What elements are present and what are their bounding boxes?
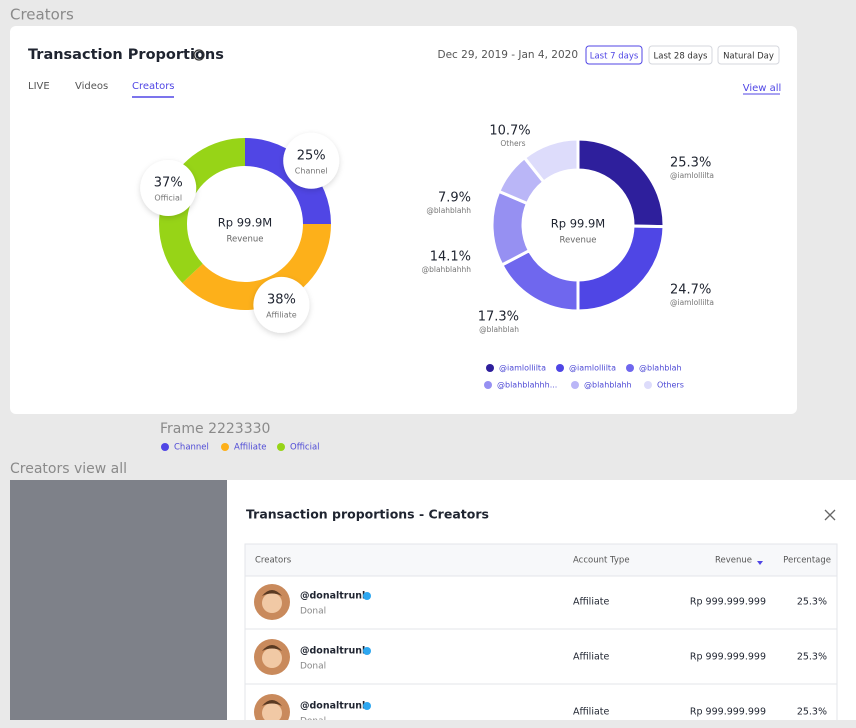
date-button[interactable] xyxy=(585,45,643,65)
creator-name: Donal xyxy=(300,662,326,672)
donut-center-label: Revenue xyxy=(226,235,263,245)
drawer-panel xyxy=(227,480,856,720)
creator-handle: @donaltrunk xyxy=(300,591,369,602)
creator-name: Donal xyxy=(300,717,326,727)
data-label-name: Others xyxy=(500,139,525,148)
date-button-label: Last 28 days xyxy=(654,52,709,62)
donut-center-value: Rp 99.9M xyxy=(218,216,272,230)
donut-segment xyxy=(245,138,331,224)
avatar-face xyxy=(262,648,282,668)
card-title: Transaction Proportions xyxy=(28,47,224,63)
date-button-label: Natural Day xyxy=(723,52,774,62)
data-label: 38% xyxy=(267,292,296,307)
account-type: Affiliate xyxy=(573,652,610,663)
avatar-hair xyxy=(262,590,282,596)
column-header: Account Type xyxy=(573,556,630,566)
legend-swatch xyxy=(221,443,229,451)
data-label: 17.3% xyxy=(478,310,519,325)
legend-swatch xyxy=(644,381,652,389)
account-type: Affiliate xyxy=(573,707,610,718)
overlay[interactable] xyxy=(10,480,227,720)
tab[interactable]: Videos xyxy=(75,81,108,92)
verified-badge xyxy=(363,647,371,655)
donut-center-value: Rp 99.9M xyxy=(551,217,605,231)
column-header: Percentage xyxy=(783,556,831,566)
data-label-name: @iamlollilta xyxy=(670,171,714,180)
avatar-face xyxy=(262,593,282,613)
avatar-hair xyxy=(262,700,282,706)
data-label-name: @iamlollilta xyxy=(670,298,714,307)
donut-segment xyxy=(522,137,580,185)
revenue: Rp 999.999.999 xyxy=(690,652,766,663)
legend-label: @blahblahh xyxy=(584,381,632,390)
legend-swatch xyxy=(571,381,579,389)
creator-handle: @donaltrunk xyxy=(300,701,369,712)
account-type: Affiliate xyxy=(573,597,610,608)
data-label: 14.1% xyxy=(430,250,471,265)
label-bubble xyxy=(253,276,310,333)
legend-label: @iamlollilta xyxy=(569,364,616,373)
percentage: 25.3% xyxy=(797,597,827,608)
data-label-name: @blahblahh xyxy=(426,206,471,215)
legend-swatch xyxy=(161,443,169,451)
legend-label: Official xyxy=(290,443,320,453)
close-button[interactable] xyxy=(824,509,836,521)
label-bubble xyxy=(283,132,340,189)
legend-label: Channel xyxy=(174,443,209,453)
date-range[interactable]: Dec 29, 2019 - Jan 4, 2020 xyxy=(438,49,578,61)
legend-label: Affiliate xyxy=(234,443,267,453)
data-label-name: Official xyxy=(154,194,182,203)
verified-badge xyxy=(363,702,371,710)
data-label: 24.7% xyxy=(670,283,711,298)
view-all[interactable]: View all xyxy=(743,83,782,94)
legend-label: @iamlollilta xyxy=(499,364,546,373)
frame-label: Frame 2223330 xyxy=(160,421,270,437)
data-label: 25% xyxy=(297,148,326,163)
drawer: Transaction proportions - Creators Creat… xyxy=(10,480,856,727)
data-label-name: @blahblah xyxy=(479,325,519,334)
legend-swatch xyxy=(484,381,492,389)
date-button[interactable] xyxy=(648,45,713,65)
column-header[interactable]: Revenue xyxy=(715,556,752,566)
legend-label: @blahblah xyxy=(639,364,682,373)
legend-label: @blahblahhh... xyxy=(497,381,557,390)
data-label-name: @blahblahhh xyxy=(422,265,472,274)
data-label-name: Affiliate xyxy=(266,310,297,319)
tab[interactable]: Creators xyxy=(132,81,175,92)
card xyxy=(10,26,797,414)
data-label-name: Channel xyxy=(295,166,328,175)
data-label: 10.7% xyxy=(489,124,530,139)
data-label: 25.3% xyxy=(670,156,711,171)
creator-name: Donal xyxy=(300,607,326,617)
revenue: Rp 999.999.999 xyxy=(690,707,766,718)
creator-handle: @donaltrunk xyxy=(300,646,369,657)
avatar-hair xyxy=(262,645,282,651)
sort-icon[interactable] xyxy=(757,561,763,565)
percentage: 25.3% xyxy=(797,707,827,718)
tab[interactable]: LIVE xyxy=(28,81,50,92)
data-label: 37% xyxy=(154,176,183,191)
table-header xyxy=(244,543,838,577)
date-button[interactable] xyxy=(717,45,780,65)
legend-label: Others xyxy=(657,381,684,390)
label-bubble xyxy=(140,160,197,217)
legend-swatch xyxy=(556,364,564,372)
avatar-face xyxy=(262,703,282,720)
donut-center-label: Revenue xyxy=(559,236,596,246)
page-label: Creators xyxy=(10,6,74,24)
legend-swatch xyxy=(486,364,494,372)
section-label: Creators view all xyxy=(10,461,127,477)
verified-badge xyxy=(363,592,371,600)
info-icon[interactable] xyxy=(193,49,205,61)
legend-swatch xyxy=(626,364,634,372)
date-button-label: Last 7 days xyxy=(590,52,639,62)
legend-swatch xyxy=(277,443,285,451)
revenue: Rp 999.999.999 xyxy=(690,597,766,608)
drawer-title: Transaction proportions - Creators xyxy=(246,507,489,522)
column-header: Creators xyxy=(255,556,292,566)
percentage: 25.3% xyxy=(797,652,827,663)
data-label: 7.9% xyxy=(438,191,471,206)
